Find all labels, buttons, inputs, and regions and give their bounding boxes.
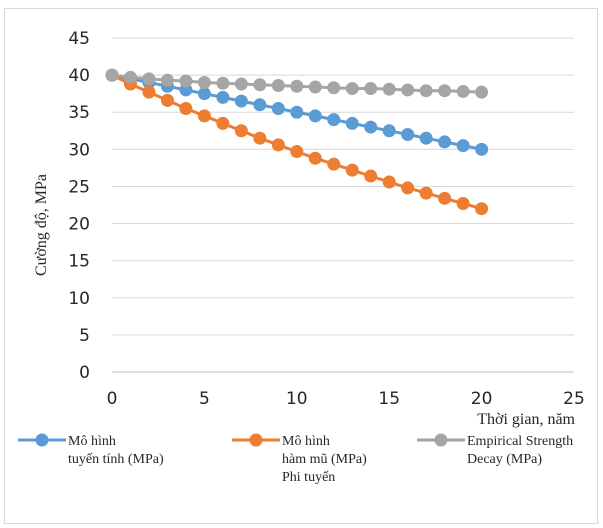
data-point bbox=[197, 87, 211, 101]
legend-label: Phi tuyến bbox=[282, 470, 335, 485]
data-point bbox=[327, 157, 341, 171]
legend-label: Decay (MPa) bbox=[467, 452, 542, 467]
legend-marker bbox=[35, 433, 49, 447]
data-point bbox=[253, 78, 267, 92]
data-point bbox=[271, 79, 285, 93]
legend-label: Empirical Strength bbox=[467, 434, 573, 449]
data-point bbox=[345, 81, 359, 95]
chart-frame bbox=[4, 8, 598, 524]
data-point bbox=[382, 175, 396, 189]
data-point bbox=[382, 124, 396, 138]
data-point bbox=[290, 79, 304, 93]
data-point bbox=[308, 80, 322, 94]
y-tick-label: 35 bbox=[68, 103, 90, 123]
data-point bbox=[123, 70, 137, 84]
x-tick-label: 0 bbox=[107, 389, 118, 409]
series-3 bbox=[105, 68, 489, 99]
y-tick-label: 20 bbox=[68, 215, 90, 235]
x-tick-label: 20 bbox=[471, 389, 493, 409]
data-point bbox=[234, 124, 248, 138]
legend-label: Mô hình bbox=[282, 434, 330, 449]
data-point bbox=[197, 76, 211, 90]
data-point bbox=[234, 77, 248, 91]
legend-label: Mô hình bbox=[68, 434, 116, 449]
y-tick-label: 25 bbox=[68, 177, 90, 197]
data-point bbox=[290, 105, 304, 119]
data-point bbox=[271, 102, 285, 116]
y-tick-label: 15 bbox=[68, 252, 90, 272]
data-point bbox=[142, 85, 156, 99]
data-point bbox=[179, 83, 193, 97]
data-point bbox=[234, 94, 248, 108]
y-tick-labels: 0 5 10 15 20 25 30 35 40 45 bbox=[68, 29, 90, 383]
data-point bbox=[456, 197, 470, 211]
data-point bbox=[179, 102, 193, 116]
data-point bbox=[216, 90, 230, 104]
data-point bbox=[364, 120, 378, 134]
data-point bbox=[456, 84, 470, 98]
data-point bbox=[271, 138, 285, 152]
data-point bbox=[475, 202, 489, 216]
y-tick-label: 40 bbox=[68, 66, 90, 86]
data-point bbox=[438, 84, 452, 98]
data-point bbox=[475, 142, 489, 156]
data-point bbox=[401, 181, 415, 195]
data-point bbox=[401, 127, 415, 141]
legend-label: tuyến tính (MPa) bbox=[68, 452, 164, 467]
data-point bbox=[456, 139, 470, 153]
data-point bbox=[197, 109, 211, 123]
legend: Mô hình tuyến tính (MPa) Mô hình hàm mũ (MP… bbox=[18, 433, 573, 485]
data-point bbox=[105, 68, 119, 82]
legend-marker bbox=[434, 433, 448, 447]
data-point bbox=[438, 191, 452, 205]
y-tick-label: 45 bbox=[68, 29, 90, 49]
x-tick-label: 15 bbox=[378, 389, 400, 409]
data-point bbox=[290, 145, 304, 159]
series-layer bbox=[105, 68, 489, 216]
legend-label: hàm mũ (MPa) bbox=[282, 452, 367, 467]
data-point bbox=[308, 151, 322, 165]
legend-item-2: Mô hình hàm mũ (MPa) Phi tuyến bbox=[232, 433, 367, 485]
data-point bbox=[419, 186, 433, 200]
data-point bbox=[327, 113, 341, 127]
series-2 bbox=[105, 68, 489, 216]
data-point bbox=[142, 72, 156, 86]
data-point bbox=[308, 109, 322, 123]
data-point bbox=[160, 73, 174, 87]
gridlines bbox=[112, 37, 574, 373]
data-point bbox=[179, 74, 193, 88]
data-point bbox=[253, 98, 267, 112]
data-point bbox=[253, 131, 267, 145]
x-axis-title: Thời gian, năm bbox=[477, 411, 575, 428]
legend-item-1: Mô hình tuyến tính (MPa) bbox=[18, 433, 164, 467]
data-point bbox=[160, 93, 174, 107]
legend-marker bbox=[249, 433, 263, 447]
data-point bbox=[345, 116, 359, 130]
data-point bbox=[216, 116, 230, 130]
data-point bbox=[216, 76, 230, 90]
x-tick-label: 5 bbox=[199, 389, 210, 409]
data-point bbox=[419, 131, 433, 145]
y-tick-label: 5 bbox=[79, 326, 90, 346]
x-tick-labels: 0 5 10 15 20 25 bbox=[107, 389, 585, 409]
x-tick-label: 25 bbox=[563, 389, 585, 409]
data-point bbox=[364, 169, 378, 183]
data-point bbox=[345, 163, 359, 177]
y-tick-label: 30 bbox=[68, 140, 90, 160]
data-point bbox=[438, 135, 452, 149]
legend-item-3: Empirical Strength Decay (MPa) bbox=[417, 433, 573, 467]
y-axis-title: Cường độ, MPa bbox=[33, 174, 50, 276]
x-tick-label: 10 bbox=[286, 389, 308, 409]
data-point bbox=[419, 84, 433, 98]
data-point bbox=[327, 81, 341, 95]
data-point bbox=[401, 83, 415, 97]
data-point bbox=[364, 81, 378, 95]
data-point bbox=[475, 85, 489, 99]
y-tick-label: 0 bbox=[79, 363, 90, 383]
data-point bbox=[382, 82, 396, 96]
y-tick-label: 10 bbox=[68, 289, 90, 309]
